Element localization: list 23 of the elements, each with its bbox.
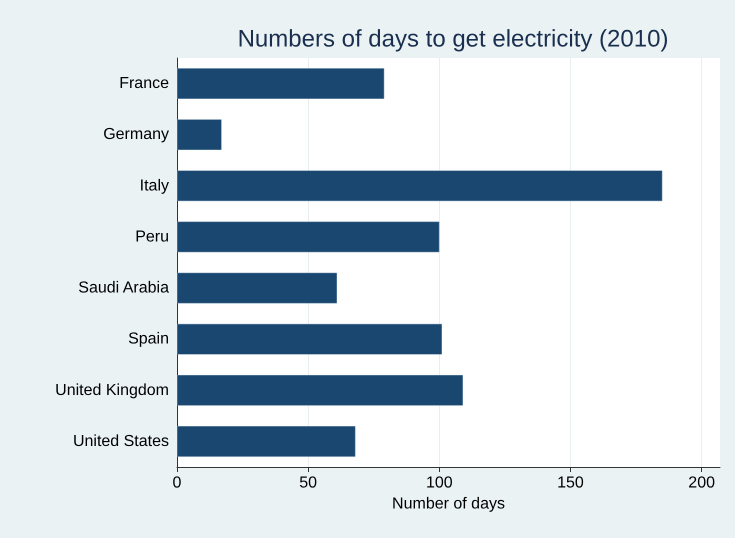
bar (177, 119, 222, 150)
y-tick-label: Germany (103, 126, 169, 144)
y-tick-label: Italy (140, 177, 169, 194)
chart-title: Numbers of days to get electricity (2010) (238, 26, 668, 52)
bar (177, 426, 356, 457)
x-tick-label: 200 (688, 474, 716, 492)
y-tick-label: France (119, 75, 170, 92)
x-axis-title: Number of days (392, 495, 505, 512)
bar (177, 374, 463, 406)
y-tick-label: Spain (128, 330, 169, 348)
y-tick-label: United States (72, 432, 169, 450)
y-tick-label: Peru (135, 228, 169, 246)
x-tick-label: 50 (299, 474, 318, 492)
y-tick-label: Saudi Arabia (78, 280, 170, 297)
bar (177, 222, 440, 252)
y-tick-label: United Kingdom (55, 382, 169, 399)
bar (177, 170, 662, 202)
bar (177, 272, 338, 304)
bar (177, 324, 442, 355)
x-tick-label: 100 (426, 474, 453, 492)
x-tick-label: 0 (172, 474, 182, 492)
bar (177, 68, 384, 99)
x-tick-label: 150 (557, 474, 584, 492)
